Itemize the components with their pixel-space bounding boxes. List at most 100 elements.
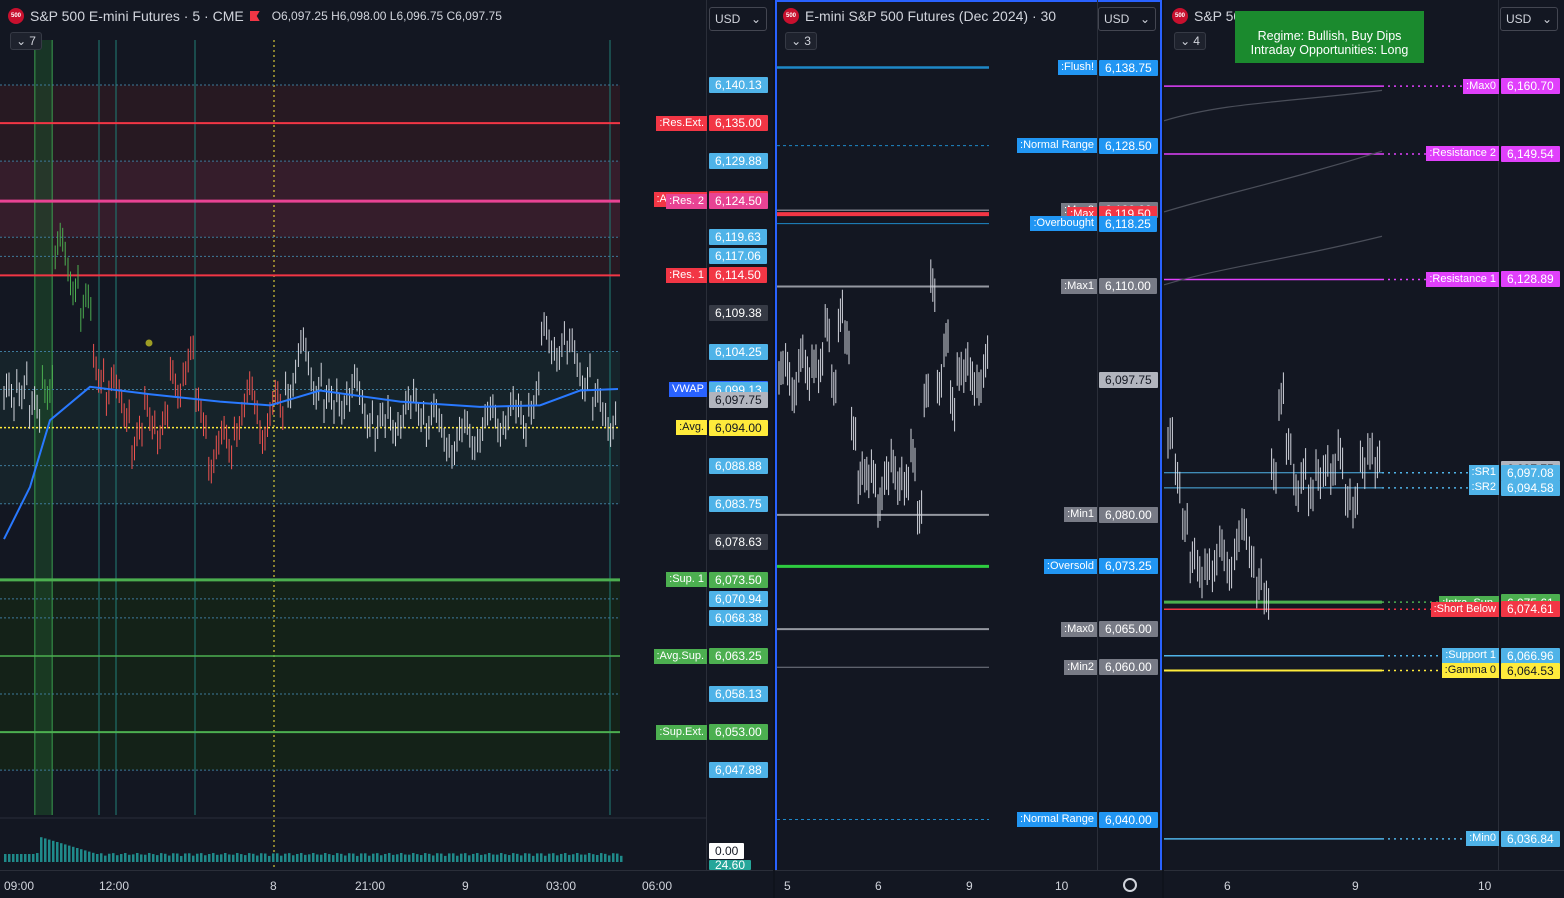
price-plot-area[interactable] bbox=[775, 0, 1097, 870]
price-label[interactable]: 6,066.96 bbox=[1501, 647, 1560, 664]
volume-bar bbox=[32, 854, 35, 862]
price-label[interactable]: 6,138.75 bbox=[1099, 59, 1158, 76]
time-label: 09:00 bbox=[4, 879, 35, 893]
volume-bar bbox=[132, 854, 135, 862]
price-label[interactable]: 6,053.00 bbox=[709, 724, 768, 741]
price-label[interactable]: 6,068.38 bbox=[709, 609, 768, 626]
price-label[interactable]: 6,118.25 bbox=[1099, 215, 1157, 232]
volume-bar bbox=[280, 855, 283, 862]
volume-bar bbox=[488, 853, 491, 862]
resistance-zone bbox=[0, 161, 620, 238]
symbol-title[interactable]: S&P 500 E-mini Futures · 5 · CME bbox=[30, 8, 244, 24]
price-label[interactable]: 6,140.13 bbox=[709, 77, 768, 94]
price-label[interactable]: 6,060.00 bbox=[1099, 659, 1158, 676]
volume-bar bbox=[172, 853, 175, 862]
price-label[interactable]: 6,110.00 bbox=[1099, 278, 1157, 295]
indicators-toggle-button[interactable]: ⌄ 3 bbox=[785, 32, 817, 50]
price-label[interactable]: 6,073.50 bbox=[709, 571, 768, 588]
volume-value: 24.60 bbox=[709, 860, 752, 870]
currency-selector[interactable]: USD ⌄ bbox=[1098, 7, 1156, 31]
envelope-line bbox=[1164, 235, 1383, 286]
price-label[interactable]: 6,097.75 bbox=[1099, 371, 1158, 388]
level-tag: :Normal Range bbox=[1017, 138, 1097, 154]
price-label[interactable]: 6,080.00 bbox=[1099, 506, 1158, 523]
chart-pane-1[interactable]: 500 S&P 500 E-mini Futures · 5 · CME O6,… bbox=[0, 0, 773, 898]
price-label[interactable]: 6,088.88 bbox=[709, 457, 768, 474]
volume-bar bbox=[40, 837, 43, 862]
chart-pane-3[interactable]: 500 S&P 500 E-mini Fut... · 30 ⌄4 USD⌄ 6… bbox=[1164, 0, 1564, 898]
indicators-count: 4 bbox=[1193, 34, 1200, 48]
symbol-logo-icon: 500 bbox=[8, 8, 24, 24]
level-tag: :Avg. bbox=[676, 420, 707, 436]
chevron-down-icon: ⌄ bbox=[791, 34, 802, 48]
currency-selector[interactable]: USD ⌄ bbox=[1500, 7, 1558, 31]
volume-bar bbox=[460, 853, 463, 862]
price-label[interactable]: 6,160.70 bbox=[1501, 78, 1560, 95]
volume-bar bbox=[104, 855, 107, 862]
price-axis[interactable]: 6,140.006,136.006,132.006,124.006,116.00… bbox=[1097, 0, 1160, 870]
price-label[interactable]: 6,119.63 bbox=[709, 229, 767, 246]
price-label[interactable]: 6,149.54 bbox=[1501, 145, 1560, 162]
price-label[interactable]: 6,065.00 bbox=[1099, 621, 1158, 638]
price-label[interactable]: 6,047.88 bbox=[709, 762, 768, 779]
indicators-toggle-button[interactable]: ⌄ 4 bbox=[1174, 32, 1206, 50]
price-plot-area[interactable] bbox=[1164, 0, 1498, 870]
price-label[interactable]: 6,070.94 bbox=[709, 590, 768, 607]
indicators-toggle-button[interactable]: ⌄ 7 bbox=[10, 32, 42, 50]
price-label[interactable]: 6,073.25 bbox=[1099, 558, 1158, 575]
price-label[interactable]: 6,036.84 bbox=[1501, 830, 1560, 847]
volume-bar bbox=[364, 853, 367, 862]
volume-bar bbox=[264, 853, 267, 862]
chart-pane-2[interactable]: 500 E-mini S&P 500 Futures (Dec 2024) · … bbox=[775, 0, 1162, 898]
price-label[interactable]: 6,064.53 bbox=[1501, 662, 1560, 679]
price-label[interactable]: 6,135.00 bbox=[709, 115, 768, 132]
chevron-down-icon: ⌄ bbox=[16, 34, 27, 48]
volume-bar bbox=[576, 853, 579, 862]
price-label[interactable]: 6,097.08 bbox=[1501, 464, 1560, 481]
price-label[interactable]: 6,083.75 bbox=[709, 495, 768, 512]
time-axis[interactable]: 09:00 12:00 8 21:00 9 03:00 06:00 bbox=[0, 870, 773, 898]
price-label[interactable]: 6,094.58 bbox=[1501, 479, 1560, 496]
volume-bar bbox=[108, 853, 111, 862]
symbol-logo-icon: 500 bbox=[783, 8, 799, 24]
price-label[interactable]: 6,109.38 bbox=[709, 305, 768, 322]
price-label[interactable]: 6,124.50 bbox=[709, 193, 768, 210]
price-label[interactable]: 6,078.63 bbox=[709, 533, 768, 550]
price-axis[interactable]: 6,165.006,155.006,145.006,140.006,135.00… bbox=[1498, 0, 1564, 870]
price-plot-area[interactable] bbox=[0, 0, 706, 870]
volume-bar bbox=[8, 854, 11, 862]
price-label[interactable]: 6,094.00 bbox=[709, 419, 768, 436]
volume-bar bbox=[272, 853, 275, 862]
volume-bar bbox=[336, 853, 339, 862]
time-axis[interactable]: 6 9 10 bbox=[1164, 870, 1564, 898]
price-label[interactable]: 6,117.06 bbox=[709, 248, 767, 265]
volume-bar bbox=[540, 853, 543, 862]
price-label[interactable]: 6,074.61 bbox=[1501, 601, 1560, 618]
opportunities-text: Intraday Opportunities: Long bbox=[1250, 43, 1409, 57]
price-label[interactable]: 6,058.13 bbox=[709, 686, 768, 703]
volume-bar bbox=[68, 845, 71, 862]
time-label: 10 bbox=[1055, 879, 1069, 893]
volume-bar bbox=[464, 853, 467, 862]
currency-selector[interactable]: USD ⌄ bbox=[709, 7, 767, 31]
volume-bar bbox=[88, 851, 91, 862]
symbol-title[interactable]: E-mini S&P 500 Futures (Dec 2024) · 30 bbox=[805, 8, 1057, 24]
price-label[interactable]: 6,063.25 bbox=[709, 648, 768, 665]
time-label: 5 bbox=[784, 879, 791, 893]
settings-gear-icon[interactable] bbox=[1123, 878, 1137, 892]
price-label[interactable]: 6,040.00 bbox=[1099, 811, 1158, 828]
price-label[interactable]: 6,097.75 bbox=[709, 391, 768, 408]
chevron-down-icon: ⌄ bbox=[1139, 12, 1150, 26]
price-label[interactable]: 6,128.89 bbox=[1501, 271, 1560, 288]
volume-bar bbox=[572, 854, 575, 862]
price-label[interactable]: 6,128.50 bbox=[1099, 137, 1158, 154]
volume-bar bbox=[128, 854, 131, 862]
flag-icon[interactable] bbox=[249, 11, 260, 21]
price-label[interactable]: 6,104.25 bbox=[709, 343, 768, 360]
price-label[interactable]: 6,129.88 bbox=[709, 153, 768, 170]
volume-bar bbox=[224, 853, 227, 862]
time-axis[interactable]: 5 6 9 10 bbox=[775, 870, 1162, 898]
time-label: 6 bbox=[1224, 879, 1231, 893]
volume-bar bbox=[200, 853, 203, 862]
price-label[interactable]: 6,114.50 bbox=[709, 267, 767, 284]
